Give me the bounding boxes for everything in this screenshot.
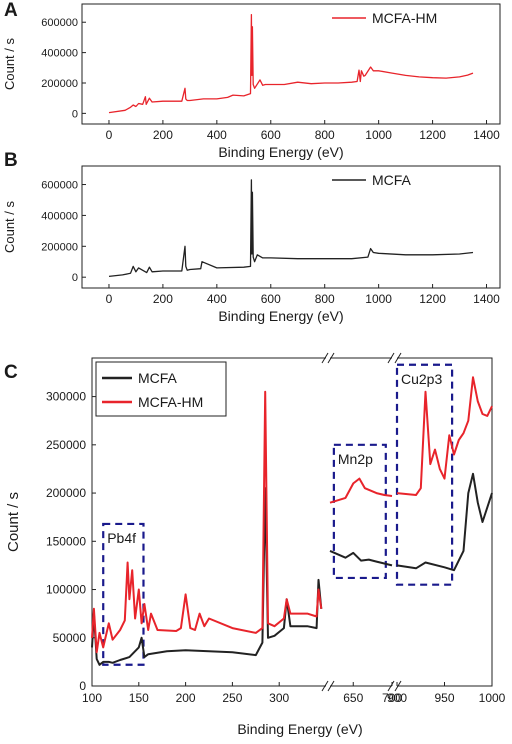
x-tick-label: 0: [106, 128, 113, 142]
x-tick-label: 150: [129, 691, 149, 705]
x-tick-label: 200: [176, 691, 196, 705]
x-tick-label: 800: [315, 128, 335, 142]
axis-break-gap: [326, 356, 330, 360]
y-tick-label: 50000: [53, 631, 87, 645]
x-tick-label: 600: [261, 128, 281, 142]
axis-break-mark: [327, 352, 335, 364]
x-axis-label: Binding Energy (eV): [218, 144, 343, 160]
x-tick-label: 800: [315, 292, 335, 306]
series-line-MCFA: [108, 179, 474, 278]
y-tick-label: 400000: [41, 210, 78, 222]
x-tick-label: 1000: [479, 691, 506, 705]
y-tick-label: 100000: [46, 583, 86, 597]
axis-break-mark: [387, 352, 395, 364]
y-tick-label: 200000: [41, 241, 78, 253]
region-box: [332, 443, 387, 580]
y-tick-label: 600000: [41, 180, 78, 192]
plot-frame-C: [91, 357, 493, 687]
x-tick-label: 200: [153, 128, 173, 142]
x-tick-label: 300: [269, 691, 289, 705]
legend-box: [95, 361, 227, 417]
x-tick-label: 950: [434, 691, 454, 705]
x-tick-label: 600: [261, 292, 281, 306]
series-line-MCFA: [91, 472, 493, 666]
y-tick-label: 200000: [41, 78, 78, 90]
x-tick-label: 400: [207, 128, 227, 142]
y-tick-label: 0: [72, 108, 78, 120]
x-tick-label: 250: [222, 691, 242, 705]
region-box: [102, 522, 145, 666]
y-axis-label: Count / s: [2, 200, 17, 253]
series-line-MCFA-HM: [91, 376, 493, 654]
axis-break-mark: [387, 680, 395, 692]
x-tick-label: 1400: [473, 292, 500, 306]
axis-break-gap: [326, 684, 330, 688]
x-tick-label: 1400: [473, 128, 500, 142]
axis-break-mark: [327, 680, 335, 692]
region-label: Mn2p: [338, 451, 373, 467]
plot-frame-A: [81, 3, 501, 125]
y-tick-label: 400000: [41, 48, 78, 60]
x-tick-label: 1000: [365, 128, 392, 142]
y-axis-label: Count / s: [2, 37, 17, 90]
y-axis-label: Count / s: [5, 492, 22, 552]
x-tick-label: 1200: [419, 128, 446, 142]
x-tick-label: 200: [153, 292, 173, 306]
legend-label: MCFA-HM: [372, 10, 437, 26]
axis-break-mark: [321, 680, 329, 692]
x-tick-label: 650: [343, 691, 363, 705]
y-tick-label: 200000: [46, 486, 86, 500]
y-tick-label: 0: [79, 679, 86, 693]
region-label: Pb4f: [107, 530, 136, 546]
axis-break-mark: [394, 680, 402, 692]
x-tick-label: 900: [387, 691, 407, 705]
axis-break-gap: [392, 356, 397, 360]
panel-label-A: A: [4, 0, 18, 21]
panel-label-C: C: [4, 362, 18, 383]
axis-break-mark: [321, 352, 329, 364]
legend-label: MCFA: [372, 172, 412, 188]
x-tick-label: 0: [106, 292, 113, 306]
x-tick-label: 400: [207, 292, 227, 306]
y-tick-label: 150000: [46, 534, 86, 548]
x-axis-label: Binding Energy (eV): [237, 721, 362, 737]
region-label: Cu2p3: [401, 371, 442, 387]
x-tick-label: 1200: [419, 292, 446, 306]
legend-label: MCFA: [138, 370, 178, 386]
series-line-MCFA-HM: [108, 13, 474, 114]
axis-break-mark: [394, 352, 402, 364]
panel-label-B: B: [4, 150, 18, 171]
x-tick-label: 700: [382, 691, 402, 705]
y-tick-label: 600000: [41, 17, 78, 29]
y-tick-label: 250000: [46, 438, 86, 452]
x-tick-label: 100: [82, 691, 102, 705]
y-tick-label: 300000: [46, 390, 86, 404]
axis-break-gap: [392, 684, 397, 688]
region-box: [395, 363, 454, 586]
plot-frame-B: [81, 165, 501, 289]
legend-label: MCFA-HM: [138, 394, 203, 410]
x-axis-label: Binding Energy (eV): [218, 308, 343, 324]
y-tick-label: 0: [72, 272, 78, 284]
x-tick-label: 1000: [365, 292, 392, 306]
